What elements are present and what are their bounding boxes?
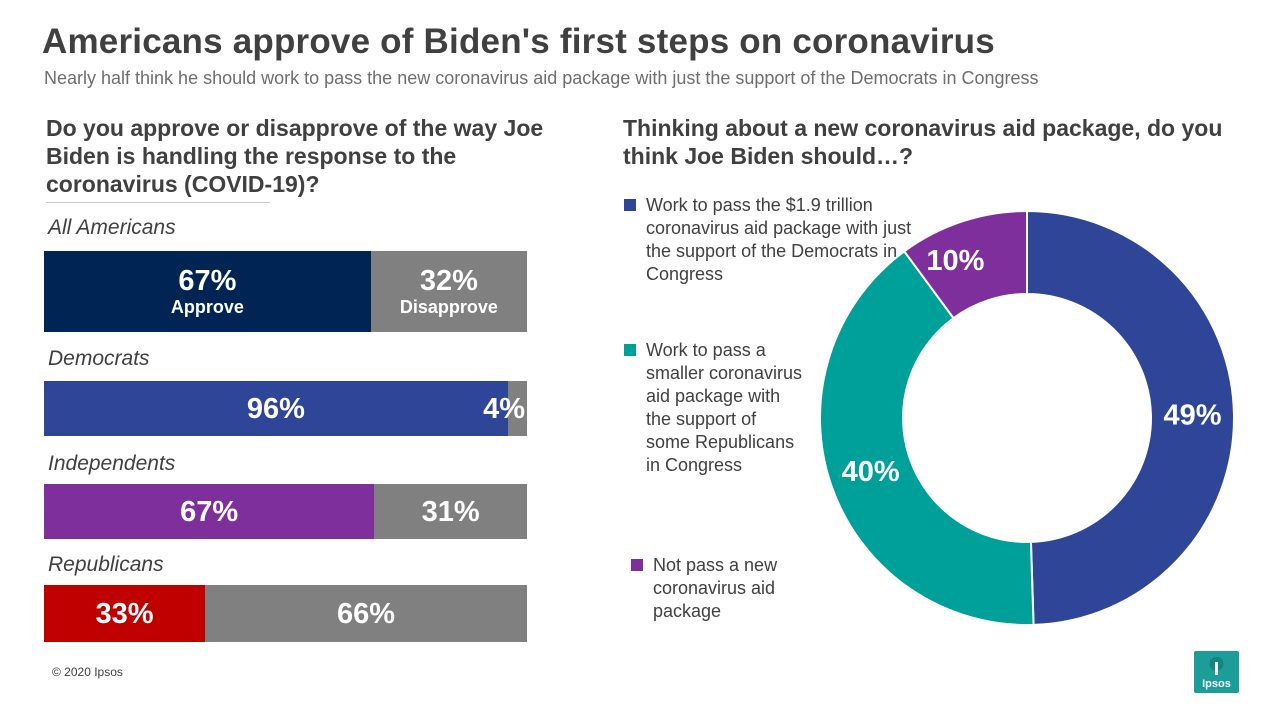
data-label: 67%	[178, 264, 237, 297]
data-label: 4%	[483, 392, 525, 425]
page-subtitle: Nearly half think he should work to pass…	[44, 68, 1039, 88]
bar-segment-disapprove-republicans: 66%	[205, 585, 527, 642]
page-title: Americans approve of Biden's first steps…	[42, 22, 995, 61]
logo-text: Ipsos	[1202, 678, 1231, 690]
ipsos-logo: Ipsos	[1194, 651, 1239, 693]
data-label: 96%	[246, 392, 305, 425]
donut-slice-2	[819, 249, 1035, 626]
legend-label: Not pass a new coronavirus aid package	[653, 555, 778, 621]
legend-item-pass-full-package: Work to pass the $1.9 trillion coronavir…	[624, 194, 924, 286]
group-label-independents: Independents	[48, 452, 176, 475]
donut-chart-question: Thinking about a new coronavirus aid pac…	[623, 115, 1223, 169]
copyright-notice: © 2020 Ipsos	[52, 665, 123, 679]
group-label-all-americans: All Americans	[48, 216, 176, 239]
bar-segment-disapprove-all-americans: 32% Disapprove	[370, 251, 527, 332]
bar-segment-approve-democrats: 96%	[44, 381, 508, 436]
ipsos-logo-mark-icon	[1209, 657, 1224, 675]
group-label-democrats: Democrats	[48, 347, 150, 370]
donut-data-label-1: 49%	[1163, 399, 1221, 431]
legend-swatch-square-icon	[624, 199, 636, 211]
donut-chart: 49% 40% 10%	[819, 209, 1235, 626]
bar-chart-question: Do you approve or disapprove of the way …	[46, 115, 544, 197]
donut-data-label-2: 40%	[842, 456, 900, 488]
bar-independents: 67% 31%	[44, 484, 527, 539]
bar-segment-disapprove-democrats: 4%	[483, 381, 527, 436]
legend-item-not-pass: Not pass a new coronavirus aid package	[631, 554, 831, 623]
legend-label: Work to pass a smaller coronavirus aid p…	[646, 340, 803, 475]
bar-democrats: 96% 4%	[44, 381, 527, 436]
question-divider	[46, 202, 270, 203]
donut-slice-3	[902, 209, 1028, 320]
series-label-approve: Approve	[170, 296, 244, 317]
bar-segment-approve-all-americans: 67% Approve	[44, 251, 371, 332]
group-label-republicans: Republicans	[48, 553, 164, 576]
donut-slice-1	[1026, 209, 1235, 626]
bar-all-americans: 67% Approve 32% Disapprove	[44, 251, 527, 332]
donut-data-label-3: 10%	[926, 245, 984, 277]
legend-swatch-square-icon	[631, 559, 643, 571]
bar-republicans: 33% 66%	[44, 585, 527, 642]
series-label-disapprove: Disapprove	[399, 296, 498, 317]
bar-segment-disapprove-independents: 31%	[374, 484, 527, 539]
legend-swatch-square-icon	[624, 344, 636, 356]
data-label: 33%	[95, 597, 154, 630]
bar-segment-approve-independents: 67%	[44, 484, 375, 539]
bar-segment-approve-republicans: 33%	[44, 585, 205, 642]
data-label: 67%	[180, 495, 239, 528]
data-label: 66%	[336, 597, 396, 630]
legend-item-pass-smaller-package: Work to pass a smaller coronavirus aid p…	[624, 339, 824, 477]
data-label: 31%	[421, 495, 480, 528]
data-label: 32%	[419, 264, 478, 297]
legend-label: Work to pass the $1.9 trillion coronavir…	[646, 195, 912, 284]
